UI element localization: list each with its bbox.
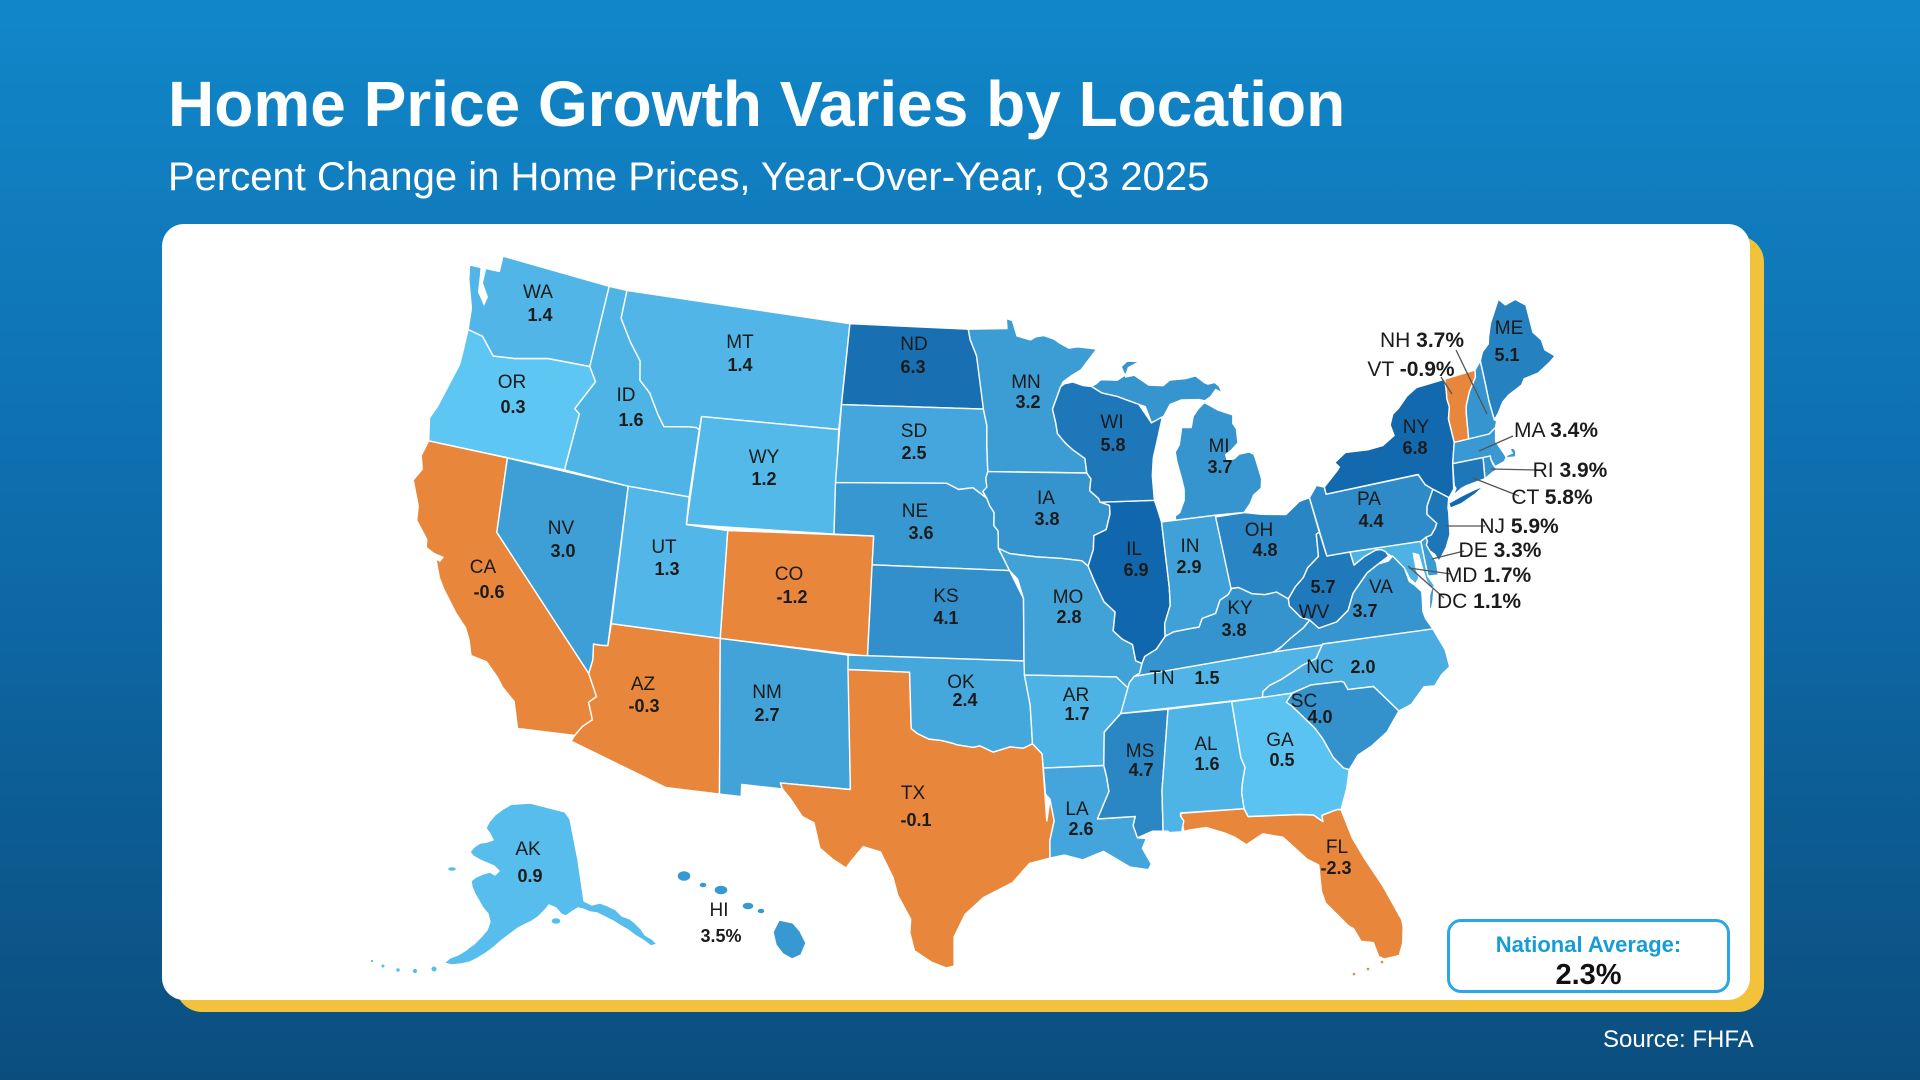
svg-text:1.5: 1.5	[1194, 668, 1219, 688]
svg-text:2.9: 2.9	[1176, 557, 1201, 577]
svg-text:4.4: 4.4	[1358, 511, 1383, 531]
svg-text:-2.3: -2.3	[1320, 858, 1351, 878]
svg-text:2.8: 2.8	[1056, 607, 1081, 627]
svg-text:3.8: 3.8	[1034, 509, 1059, 529]
svg-text:PA: PA	[1357, 489, 1381, 510]
svg-text:NE: NE	[902, 501, 928, 522]
svg-text:3.0: 3.0	[550, 541, 575, 561]
svg-text:1.7: 1.7	[1064, 704, 1089, 724]
svg-text:4.1: 4.1	[933, 608, 958, 628]
svg-text:MT: MT	[726, 332, 754, 353]
svg-text:2.6: 2.6	[1068, 819, 1093, 839]
svg-text:0.3: 0.3	[500, 397, 525, 417]
svg-text:4.8: 4.8	[1252, 540, 1277, 560]
svg-text:5.1: 5.1	[1494, 345, 1519, 365]
svg-text:ME: ME	[1495, 318, 1524, 339]
svg-text:OH: OH	[1245, 520, 1274, 541]
svg-text:AZ: AZ	[631, 674, 656, 695]
svg-text:MN: MN	[1011, 372, 1041, 393]
svg-text:LA: LA	[1065, 799, 1089, 820]
svg-text:VA: VA	[1369, 577, 1393, 598]
svg-text:5.8: 5.8	[1100, 435, 1125, 455]
svg-text:WY: WY	[749, 447, 780, 468]
svg-text:1.6: 1.6	[618, 410, 643, 430]
svg-text:3.7: 3.7	[1207, 457, 1232, 477]
svg-text:ID: ID	[617, 385, 636, 406]
svg-text:1.4: 1.4	[527, 305, 552, 325]
svg-text:-1.2: -1.2	[776, 587, 807, 607]
svg-text:IN: IN	[1181, 536, 1200, 557]
svg-text:-0.3: -0.3	[628, 696, 659, 716]
svg-text:6.8: 6.8	[1402, 438, 1427, 458]
svg-text:4.0: 4.0	[1307, 707, 1332, 727]
svg-text:0.5: 0.5	[1269, 750, 1294, 770]
svg-text:3.5%: 3.5%	[700, 926, 741, 946]
svg-text:5.7: 5.7	[1310, 577, 1335, 597]
svg-text:0.9: 0.9	[517, 866, 542, 886]
svg-text:ND: ND	[900, 334, 927, 355]
svg-text:NV: NV	[548, 518, 575, 539]
svg-text:TX: TX	[901, 783, 926, 804]
svg-text:CA: CA	[470, 557, 497, 578]
svg-text:KY: KY	[1227, 598, 1253, 619]
svg-text:1.2: 1.2	[751, 469, 776, 489]
svg-text:OK: OK	[947, 672, 975, 693]
svg-text:-0.1: -0.1	[900, 810, 931, 830]
svg-text:NJ 5.9%: NJ 5.9%	[1479, 515, 1559, 538]
svg-text:1.6: 1.6	[1194, 754, 1219, 774]
svg-text:DE 3.3%: DE 3.3%	[1459, 539, 1542, 562]
svg-text:IA: IA	[1037, 488, 1055, 509]
svg-text:CT 5.8%: CT 5.8%	[1511, 486, 1593, 509]
svg-text:AK: AK	[515, 839, 541, 860]
svg-text:FL: FL	[1326, 837, 1348, 858]
svg-text:NC: NC	[1306, 657, 1333, 678]
svg-text:AR: AR	[1063, 685, 1089, 706]
svg-text:4.7: 4.7	[1128, 760, 1153, 780]
svg-text:SD: SD	[901, 421, 927, 442]
svg-text:2.5: 2.5	[901, 443, 926, 463]
svg-text:3.2: 3.2	[1015, 392, 1040, 412]
svg-text:IL: IL	[1126, 539, 1142, 560]
svg-text:MO: MO	[1053, 587, 1084, 608]
svg-text:SC: SC	[1291, 691, 1317, 712]
svg-text:WV: WV	[1299, 602, 1330, 623]
svg-text:MS: MS	[1126, 741, 1155, 762]
svg-text:NH 3.7%: NH 3.7%	[1380, 329, 1464, 352]
svg-text:VT -0.9%: VT -0.9%	[1367, 358, 1454, 381]
svg-text:MA 3.4%: MA 3.4%	[1514, 419, 1598, 442]
svg-text:-0.6: -0.6	[473, 582, 504, 602]
svg-text:3.8: 3.8	[1221, 620, 1246, 640]
svg-text:CO: CO	[775, 564, 804, 585]
svg-text:6.3: 6.3	[900, 357, 925, 377]
svg-text:MI: MI	[1208, 436, 1229, 457]
svg-text:UT: UT	[651, 537, 677, 558]
svg-text:6.9: 6.9	[1123, 560, 1148, 580]
svg-text:AL: AL	[1194, 734, 1217, 755]
svg-text:3.7: 3.7	[1352, 601, 1377, 621]
svg-text:DC 1.1%: DC 1.1%	[1437, 590, 1521, 613]
svg-text:2.0: 2.0	[1350, 657, 1375, 677]
svg-text:RI 3.9%: RI 3.9%	[1533, 459, 1608, 482]
svg-text:OR: OR	[498, 372, 527, 393]
svg-text:2.7: 2.7	[754, 705, 779, 725]
svg-text:2.4: 2.4	[952, 690, 977, 710]
svg-text:WA: WA	[523, 282, 553, 303]
svg-text:NM: NM	[752, 682, 782, 703]
svg-text:KS: KS	[933, 586, 958, 607]
svg-text:1.3: 1.3	[654, 559, 679, 579]
svg-text:3.6: 3.6	[908, 523, 933, 543]
svg-text:1.4: 1.4	[727, 355, 752, 375]
svg-text:MD 1.7%: MD 1.7%	[1445, 564, 1532, 587]
svg-text:TN: TN	[1149, 668, 1174, 689]
svg-text:HI: HI	[710, 900, 729, 921]
svg-text:NY: NY	[1403, 417, 1430, 438]
svg-text:WI: WI	[1100, 412, 1123, 433]
svg-text:GA: GA	[1266, 730, 1294, 751]
